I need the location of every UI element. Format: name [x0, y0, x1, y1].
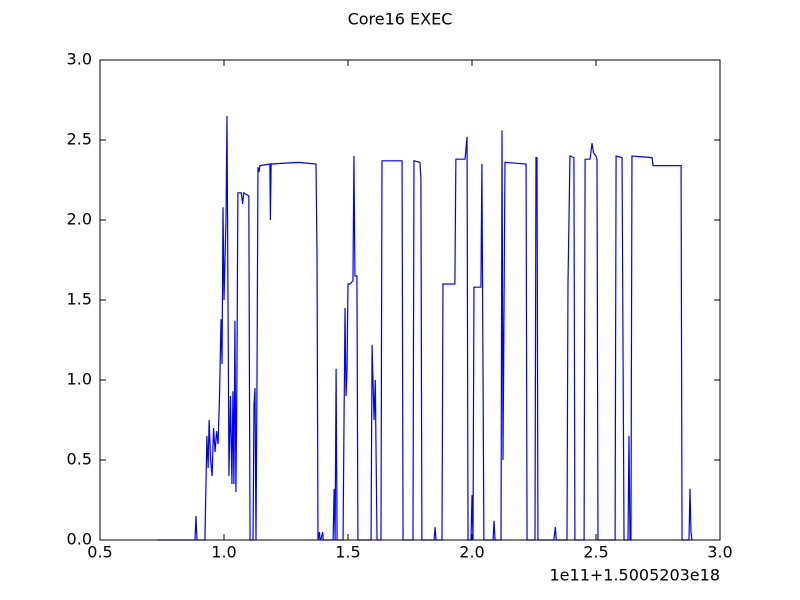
chart-title: Core16 EXEC	[348, 10, 453, 29]
y-tick-label: 0.0	[67, 530, 92, 549]
x-tick-label: 2.0	[459, 543, 484, 562]
x-tick-label: 3.0	[707, 543, 732, 562]
x-offset-label: 1e11+1.5005203e18	[549, 566, 720, 585]
plot-frame	[99, 59, 721, 541]
x-tick-label: 2.5	[583, 543, 608, 562]
y-tick-label: 2.5	[67, 130, 92, 149]
y-tick-label: 1.5	[67, 290, 92, 309]
y-tick-label: 3.0	[67, 50, 92, 69]
x-tick-label: 0.5	[87, 543, 112, 562]
y-tick-label: 1.0	[67, 370, 92, 389]
data-line	[158, 115, 693, 541]
x-tick-label: 1.5	[335, 543, 360, 562]
y-tick-label: 0.5	[67, 450, 92, 469]
y-tick-label: 2.0	[67, 210, 92, 229]
x-tick-label: 1.0	[211, 543, 236, 562]
